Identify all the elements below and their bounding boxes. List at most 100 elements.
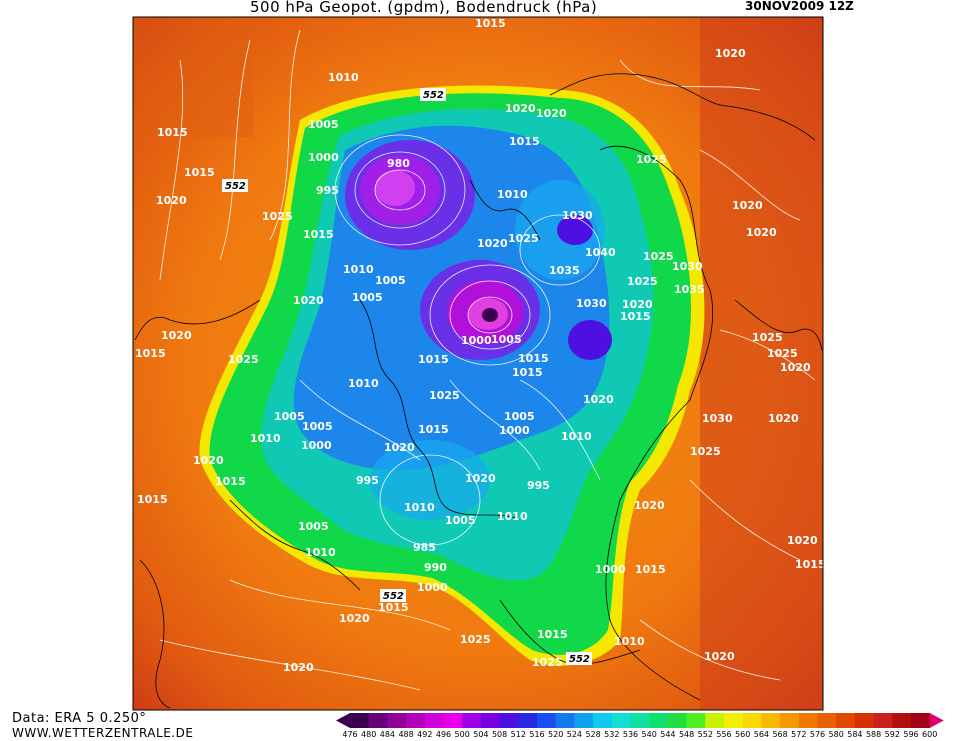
- label-1015: 1015: [184, 166, 215, 179]
- color-legend-cells: [336, 713, 944, 728]
- legend-tick-label: 596: [903, 730, 918, 739]
- label-1020: 1020: [384, 441, 415, 454]
- legend-tick-label: 496: [436, 730, 451, 739]
- warm-field-east: [700, 17, 823, 710]
- label-1010: 1010: [328, 71, 359, 84]
- label-1015: 1015: [215, 475, 246, 488]
- legend-cell: [518, 713, 538, 728]
- label-1015: 1015: [303, 228, 334, 241]
- label-1000: 1000: [308, 151, 339, 164]
- label-1020: 1020: [283, 661, 314, 674]
- label-1000: 1000: [417, 581, 448, 594]
- contour-label-552: 552: [569, 654, 590, 665]
- label-1010: 1010: [348, 377, 379, 390]
- label-1015: 1015: [512, 366, 543, 379]
- data-source: Data: ERA 5 0.250°: [12, 711, 147, 726]
- legend-cell: [499, 713, 519, 728]
- legend-tick-label: 544: [660, 730, 675, 739]
- legend-cell: [350, 713, 370, 728]
- label-1020: 1020: [293, 294, 324, 307]
- label-1020: 1020: [787, 534, 818, 547]
- legend-tick-label: 528: [585, 730, 600, 739]
- label-1005: 1005: [298, 520, 329, 533]
- legend-tick-label: 572: [791, 730, 806, 739]
- legend-tick-label: 484: [380, 730, 395, 739]
- label-1000: 1000: [461, 334, 492, 347]
- legend-tick-label: 524: [567, 730, 582, 739]
- label-995: 995: [527, 479, 550, 492]
- label-990: 990: [424, 561, 447, 574]
- legend-cell: [686, 713, 706, 728]
- legend-tick-label: 476: [342, 730, 357, 739]
- legend-cell: [630, 713, 650, 728]
- legend-cell: [593, 713, 613, 728]
- contour-label-bg: [420, 88, 446, 101]
- label-1005: 1005: [504, 410, 535, 423]
- label-1020: 1020: [161, 329, 192, 342]
- label-1020: 1020: [780, 361, 811, 374]
- label-1025: 1025: [508, 232, 539, 245]
- legend-tick-label: 560: [735, 730, 750, 739]
- pressure-labels: 1015 1020 1010 1020 1020 1015 1005 1015 …: [135, 17, 826, 674]
- label-1025: 1025: [627, 275, 658, 288]
- label-1010: 1010: [404, 501, 435, 514]
- contour-label-bg: [566, 652, 592, 665]
- low-purple-east: [568, 320, 612, 360]
- blue-patch: [370, 440, 490, 520]
- label-1030: 1030: [576, 297, 607, 310]
- legend-cell: [424, 713, 444, 728]
- label-1015: 1015: [418, 353, 449, 366]
- label-1025: 1025: [429, 389, 460, 402]
- coastlines: [134, 73, 823, 709]
- low-center-pole: [482, 308, 498, 322]
- label-980: 980: [387, 157, 410, 170]
- low-center-west: [375, 170, 415, 206]
- legend-cell: [406, 713, 426, 728]
- label-1010: 1010: [497, 188, 528, 201]
- legend-cell: [742, 713, 762, 728]
- warm-field-nw: [133, 17, 253, 137]
- label-1010: 1010: [614, 635, 645, 648]
- legend-cell: [368, 713, 388, 728]
- label-1020: 1020: [746, 226, 777, 239]
- label-1005: 1005: [375, 274, 406, 287]
- chart-datetime: 30NOV2009 12Z: [745, 0, 854, 13]
- label-1025: 1025: [636, 153, 667, 166]
- label-1015: 1015: [509, 135, 540, 148]
- label-1015: 1015: [518, 352, 549, 365]
- label-1015: 1015: [157, 126, 188, 139]
- legend-cell: [798, 713, 818, 728]
- label-1030: 1030: [672, 260, 703, 273]
- label-1025: 1025: [767, 347, 798, 360]
- label-1015: 1015: [795, 558, 826, 571]
- label-1020: 1020: [622, 298, 653, 311]
- map-frame: [132, 16, 824, 711]
- legend-tick-label: 520: [548, 730, 563, 739]
- label-1005: 1005: [274, 410, 305, 423]
- label-1010: 1010: [561, 430, 592, 443]
- label-1030: 1030: [702, 412, 733, 425]
- legend-tick-label: 492: [417, 730, 432, 739]
- label-1015: 1015: [378, 601, 409, 614]
- legend-tick-label: 552: [698, 730, 713, 739]
- contour-label-bg: [222, 179, 248, 192]
- label-995: 995: [356, 474, 379, 487]
- label-1005: 1005: [491, 333, 522, 346]
- legend-tick-label: 564: [754, 730, 769, 739]
- legend-arrow-low: [336, 713, 350, 728]
- contour-label-552: 552: [225, 181, 246, 192]
- chart-title: 500 hPa Geopot. (gpdm), Bodendruck (hPa): [250, 0, 598, 16]
- legend-cell: [724, 713, 744, 728]
- legend-cell: [705, 713, 725, 728]
- isobars: [159, 29, 816, 691]
- label-1035: 1035: [674, 283, 705, 296]
- label-1015: 1015: [418, 423, 449, 436]
- legend-cell: [387, 713, 407, 728]
- label-1025: 1025: [752, 331, 783, 344]
- legend-cell: [667, 713, 688, 728]
- legend-cell: [537, 713, 557, 728]
- legend-tick-label: 580: [829, 730, 844, 739]
- legend-tick-label: 588: [866, 730, 881, 739]
